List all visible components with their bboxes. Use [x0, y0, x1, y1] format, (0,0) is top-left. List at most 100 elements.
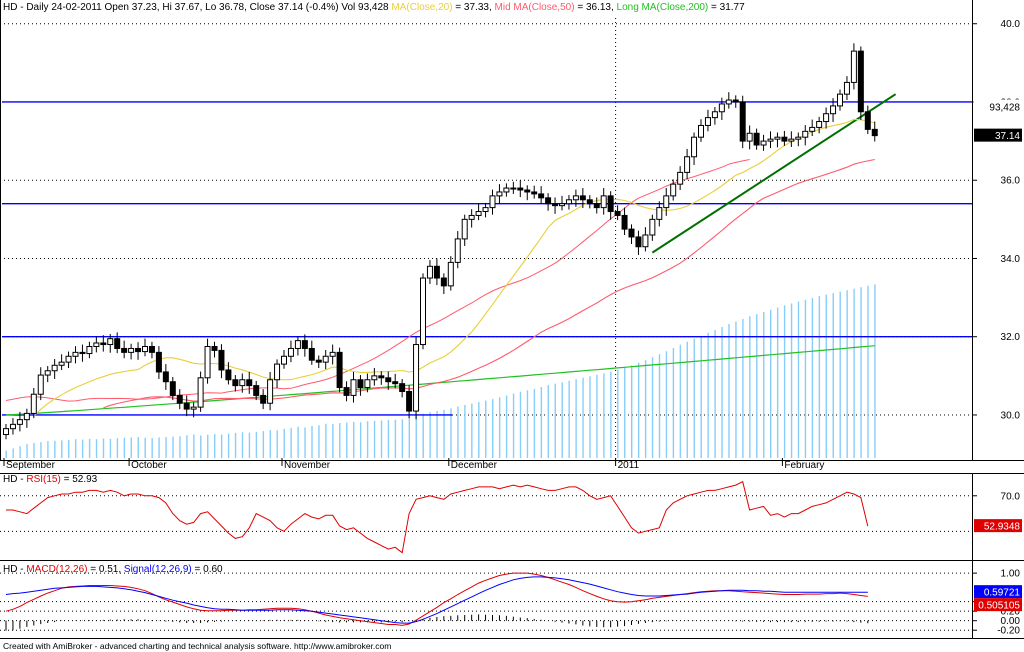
candle-up — [420, 277, 426, 346]
y-tick-label: 40.0 — [1001, 19, 1021, 30]
volume-bar — [262, 431, 265, 458]
volume-bar — [790, 303, 793, 458]
volume-bar — [130, 437, 132, 458]
candle-up — [65, 355, 72, 363]
volume-bar — [359, 422, 362, 458]
volume-bar — [283, 428, 285, 458]
candle-up — [239, 379, 246, 387]
volume-bar — [568, 380, 570, 458]
candle-down — [593, 203, 600, 209]
volume-bar — [95, 439, 98, 458]
volume-bar — [651, 357, 654, 458]
candle-up — [128, 347, 135, 353]
last-close-tag: 37.14 — [995, 131, 1020, 142]
candle-up — [788, 138, 795, 142]
title-part: = 0.60 — [192, 564, 223, 575]
volume-bar — [728, 324, 730, 458]
volume-bar — [332, 424, 334, 458]
volume-bar — [679, 344, 682, 458]
candle-up — [329, 351, 336, 357]
volume-bar — [756, 314, 758, 458]
volume-bar — [172, 436, 174, 458]
candle-up — [795, 136, 802, 140]
candle-up — [371, 375, 378, 381]
volume-bar — [88, 438, 91, 458]
candle-down — [392, 381, 399, 385]
volume-bar — [158, 437, 160, 458]
panel-title-text: HD - Daily 24-02-2011 Open 37.23, Hi 37.… — [3, 2, 745, 13]
candle-up — [830, 105, 837, 115]
volume-bar — [380, 420, 383, 458]
last-close-tag-bg — [974, 128, 1022, 142]
volume-bar — [804, 299, 807, 458]
volume-bars — [5, 284, 876, 458]
volume-bar — [290, 427, 292, 458]
volume-bar — [540, 386, 543, 458]
volume-bar — [735, 321, 737, 458]
title-part: = 0.51, — [87, 564, 123, 575]
candle-down — [621, 214, 628, 230]
volume-bar — [186, 435, 188, 458]
macd-title: HD - MACD(12,26) = 0.51, Signal(12,26,9)… — [3, 564, 223, 575]
volume-bar — [776, 307, 779, 458]
rsi-panel[interactable]: 70.0 52.9348 HD - RSI(15) = 52.93 — [0, 473, 1024, 561]
volume-bar — [81, 439, 84, 458]
candle-up — [475, 211, 482, 216]
volume-bar — [234, 432, 237, 458]
y-tick-label: 0.00 — [1001, 616, 1021, 627]
candle-down — [315, 359, 322, 363]
volume-bar — [68, 439, 70, 458]
volume-bar — [867, 285, 869, 458]
candle-up — [760, 140, 767, 146]
ma50-line-raw — [5, 159, 750, 402]
volume-bar — [26, 444, 28, 458]
volume-bar — [839, 291, 841, 458]
candle-down — [155, 351, 162, 373]
price-panel[interactable]: 40.038.036.034.032.030.0SeptemberOctober… — [0, 0, 1024, 471]
volume-bar — [714, 329, 716, 458]
candle-down — [225, 369, 232, 381]
candle-up — [746, 132, 753, 142]
signal-last-tag: 0.59721 — [984, 588, 1021, 599]
y-tick-label: 0.20 — [1001, 607, 1021, 618]
volume-bar — [54, 440, 56, 458]
candle-down — [545, 197, 552, 205]
candle-up — [287, 347, 294, 357]
title-part: HD - Daily 24-02-2011 Open 37.23, Hi 37.… — [3, 2, 391, 13]
volume-bar — [492, 399, 494, 458]
volume-bar — [19, 446, 21, 458]
volume-bar — [505, 395, 508, 458]
candle-up — [190, 406, 197, 410]
candle-up — [16, 419, 23, 425]
volume-bar — [40, 442, 42, 458]
candle-down — [781, 136, 788, 142]
volume-bar — [339, 423, 341, 458]
candle-up — [281, 355, 287, 365]
y-tick-label: 1.00 — [1001, 569, 1021, 580]
candle-up — [600, 195, 607, 209]
last-volume-tag-bg — [973, 99, 1023, 114]
candle-up — [698, 124, 704, 138]
candle-up — [850, 50, 857, 83]
candle-down — [538, 193, 545, 199]
volume-bar — [797, 301, 800, 458]
signal-line — [5, 576, 868, 624]
candle-up — [447, 261, 454, 287]
volume-bar — [165, 437, 167, 458]
volume-bar — [415, 415, 417, 458]
footer-text: Created with AmiBroker - advanced charti… — [3, 641, 391, 651]
volume-bar — [401, 419, 404, 458]
candle-down — [378, 375, 385, 379]
volume-bar — [700, 335, 702, 458]
candle-down — [253, 385, 260, 396]
volume-bar — [624, 367, 626, 458]
candle-up — [267, 379, 274, 404]
volume-bar — [547, 385, 549, 458]
candle-up — [93, 342, 100, 347]
candle-down — [336, 351, 343, 389]
candle-up — [274, 363, 281, 381]
candle-down — [433, 265, 440, 279]
candle-up — [711, 111, 718, 119]
candle-up — [691, 136, 698, 158]
